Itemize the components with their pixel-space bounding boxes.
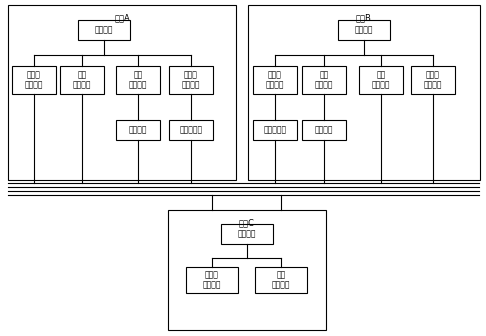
FancyBboxPatch shape — [60, 66, 104, 94]
Text: 多媒体
显示接口: 多媒体 显示接口 — [182, 70, 200, 90]
Text: 数据库
显示接口: 数据库 显示接口 — [266, 70, 284, 90]
FancyBboxPatch shape — [116, 120, 160, 140]
Text: 多媒体
显示界口: 多媒体 显示界口 — [424, 70, 442, 90]
FancyBboxPatch shape — [359, 66, 403, 94]
FancyBboxPatch shape — [186, 267, 238, 293]
FancyBboxPatch shape — [253, 66, 297, 94]
Text: 应用界面: 应用界面 — [94, 26, 113, 35]
Text: 导航
信号接口: 导航 信号接口 — [372, 70, 390, 90]
Text: 导览服务: 导览服务 — [129, 126, 147, 134]
Text: 应用界面: 应用界面 — [355, 26, 373, 35]
FancyBboxPatch shape — [411, 66, 455, 94]
Text: 位置坐
标导界口: 位置坐 标导界口 — [25, 70, 43, 90]
FancyBboxPatch shape — [12, 66, 56, 94]
FancyBboxPatch shape — [255, 267, 307, 293]
FancyBboxPatch shape — [116, 66, 160, 94]
FancyBboxPatch shape — [78, 20, 130, 40]
Text: 定位
显示界面: 定位 显示界面 — [315, 70, 333, 90]
Text: 定位服务: 定位服务 — [315, 126, 333, 134]
Text: 节点A: 节点A — [114, 13, 130, 22]
Text: 定位
显示界口: 定位 显示界口 — [272, 270, 290, 290]
Text: 节点C: 节点C — [239, 218, 255, 227]
Text: 定位
电子地图: 定位 电子地图 — [73, 70, 91, 90]
FancyBboxPatch shape — [302, 66, 346, 94]
Text: 位置队服务: 位置队服务 — [263, 126, 287, 134]
Text: 导航
显示测试: 导航 显示测试 — [129, 70, 147, 90]
FancyBboxPatch shape — [169, 120, 213, 140]
Text: 管理界面: 管理界面 — [238, 229, 256, 239]
FancyBboxPatch shape — [169, 66, 213, 94]
Text: 多媒体服务: 多媒体服务 — [179, 126, 203, 134]
Text: 多节点
信息地图: 多节点 信息地图 — [203, 270, 221, 290]
FancyBboxPatch shape — [338, 20, 390, 40]
Text: 节点B: 节点B — [356, 13, 372, 22]
FancyBboxPatch shape — [302, 120, 346, 140]
FancyBboxPatch shape — [221, 224, 273, 244]
FancyBboxPatch shape — [253, 120, 297, 140]
